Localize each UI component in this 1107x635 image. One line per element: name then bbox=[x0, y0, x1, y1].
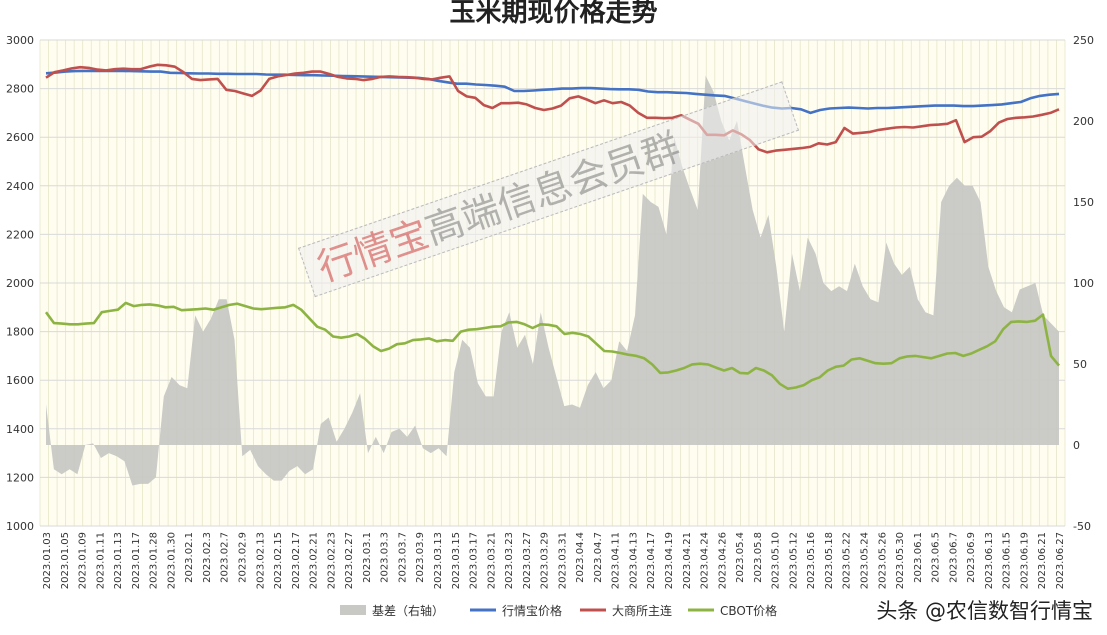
x-tick-label: 2023.03.1 bbox=[362, 532, 373, 583]
y-left-tick-label: 3000 bbox=[6, 34, 34, 47]
x-tick-label: 2023.01.13 bbox=[113, 532, 124, 589]
x-tick-label: 2023.02.7 bbox=[220, 532, 231, 583]
x-tick-label: 2023.02.13 bbox=[255, 532, 266, 589]
x-tick-label: 2023.06.21 bbox=[1037, 532, 1048, 589]
y-right-tick-label: -50 bbox=[1073, 520, 1091, 533]
x-tick-label: 2023.04.24 bbox=[700, 532, 711, 589]
y-left-tick-label: 2400 bbox=[6, 180, 34, 193]
x-tick-label: 2023.05.26 bbox=[877, 532, 888, 589]
y-right-tick-label: 250 bbox=[1073, 34, 1094, 47]
legend-label: CBOT价格 bbox=[720, 603, 777, 618]
x-tick-label: 2023.06.15 bbox=[1002, 532, 1013, 589]
x-tick-label: 2023.02.3 bbox=[202, 532, 213, 583]
x-tick-label: 2023.01.05 bbox=[60, 532, 71, 589]
x-tick-label: 2023.03.23 bbox=[504, 532, 515, 589]
x-tick-label: 2023.01.17 bbox=[131, 532, 142, 589]
x-tick-label: 2023.03.27 bbox=[522, 532, 533, 589]
x-tick-label: 2023.05.22 bbox=[842, 532, 853, 589]
x-tick-label: 2023.06.5 bbox=[931, 532, 942, 583]
x-tick-label: 2023.04.21 bbox=[682, 532, 693, 589]
x-tick-label: 2023.05.30 bbox=[895, 532, 906, 589]
axis-ticks: 1000120014001600180020002200240026002800… bbox=[6, 34, 1094, 533]
series-line-大商所主连 bbox=[45, 63, 1060, 154]
chart-title: 玉米期现价格走势 bbox=[449, 0, 658, 28]
legend-swatch bbox=[340, 605, 366, 615]
x-tick-label: 2023.05.16 bbox=[806, 532, 817, 589]
y-left-tick-label: 2200 bbox=[6, 228, 34, 241]
legend-label: 基差（右轴） bbox=[372, 603, 444, 618]
x-tick-label: 2023.04.4 bbox=[575, 532, 586, 583]
x-tick-label: 2023.02.21 bbox=[309, 532, 320, 589]
x-tick-label: 2023.01.03 bbox=[42, 532, 53, 589]
x-tick-label: 2023.04.11 bbox=[611, 532, 622, 589]
y-right-tick-label: 200 bbox=[1073, 115, 1094, 128]
y-left-tick-label: 1200 bbox=[6, 471, 34, 484]
x-tick-label: 2023.04.26 bbox=[717, 532, 728, 589]
series-layer bbox=[44, 63, 1061, 486]
x-tick-label: 2023.03.3 bbox=[380, 532, 391, 583]
x-tick-label: 2023.03.7 bbox=[397, 532, 408, 583]
x-tick-label: 2023.03.17 bbox=[469, 532, 480, 589]
x-tick-label: 2023.02.9 bbox=[237, 532, 248, 583]
x-tick-label: 2023.03.13 bbox=[433, 532, 444, 589]
y-left-tick-label: 1400 bbox=[6, 423, 34, 436]
y-left-tick-label: 2000 bbox=[6, 277, 34, 290]
x-tick-label: 2023.01.30 bbox=[166, 532, 177, 589]
x-tick-label: 2023.06.27 bbox=[1055, 532, 1066, 589]
y-left-tick-label: 1000 bbox=[6, 520, 34, 533]
x-tick-label: 2023.02.27 bbox=[344, 532, 355, 589]
x-tick-label: 2023.01.11 bbox=[95, 532, 106, 589]
y-left-tick-label: 1600 bbox=[6, 374, 34, 387]
x-tick-label: 2023.03.15 bbox=[451, 532, 462, 589]
x-tick-label: 2023.05.24 bbox=[860, 532, 871, 589]
x-tick-label: 2023.06.1 bbox=[913, 532, 924, 583]
series-line-行情宝价格 bbox=[45, 69, 1060, 115]
x-tick-label: 2023.04.7 bbox=[593, 532, 604, 583]
x-tick-label: 2023.04.13 bbox=[628, 532, 639, 589]
x-tick-label: 2023.06.19 bbox=[1019, 532, 1030, 589]
legend: 基差（右轴） 行情宝价格 大商所主连 CBOT价格 bbox=[340, 603, 777, 618]
y-right-tick-label: 0 bbox=[1073, 439, 1080, 452]
x-tick-label: 2023.01.09 bbox=[78, 532, 89, 589]
y-left-tick-label: 2800 bbox=[6, 83, 34, 96]
x-tick-label: 2023.05.10 bbox=[771, 532, 782, 589]
x-tick-label: 2023.02.1 bbox=[184, 532, 195, 583]
x-tick-label: 2023.06.9 bbox=[966, 532, 977, 583]
y-left-tick-label: 1800 bbox=[6, 326, 34, 339]
x-tick-label: 2023.06.13 bbox=[984, 532, 995, 589]
x-tick-label: 2023.03.31 bbox=[557, 532, 568, 589]
x-tick-label: 2023.02.17 bbox=[291, 532, 302, 589]
x-tick-label: 2023.04.19 bbox=[664, 532, 675, 589]
x-tick-label: 2023.03.29 bbox=[540, 532, 551, 589]
x-axis-ticks: 2023.01.03 2023.01.05 2023.01.09 2023.01.11… bbox=[42, 532, 1066, 589]
x-tick-label: 2023.05.12 bbox=[788, 532, 799, 589]
x-tick-label: 2023.04.17 bbox=[646, 532, 657, 589]
y-right-tick-label: 150 bbox=[1073, 196, 1094, 209]
x-tick-label: 2023.02.15 bbox=[273, 532, 284, 589]
x-tick-label: 2023.03.21 bbox=[486, 532, 497, 589]
legend-label: 行情宝价格 bbox=[502, 603, 562, 618]
y-right-tick-label: 100 bbox=[1073, 277, 1094, 290]
x-tick-label: 2023.02.23 bbox=[326, 532, 337, 589]
x-tick-label: 2023.01.28 bbox=[149, 532, 160, 589]
x-tick-label: 2023.06.7 bbox=[948, 532, 959, 583]
legend-label: 大商所主连 bbox=[612, 603, 672, 618]
x-tick-label: 2023.05.4 bbox=[735, 532, 746, 583]
y-right-tick-label: 50 bbox=[1073, 358, 1087, 371]
x-tick-label: 2023.03.9 bbox=[415, 532, 426, 583]
y-left-tick-label: 2600 bbox=[6, 131, 34, 144]
x-tick-label: 2023.05.8 bbox=[753, 532, 764, 583]
source-credit: 头条 @农信数智行情宝 bbox=[876, 599, 1093, 623]
x-tick-label: 2023.05.18 bbox=[824, 532, 835, 589]
series-line-CBOT价格 bbox=[44, 301, 1061, 391]
